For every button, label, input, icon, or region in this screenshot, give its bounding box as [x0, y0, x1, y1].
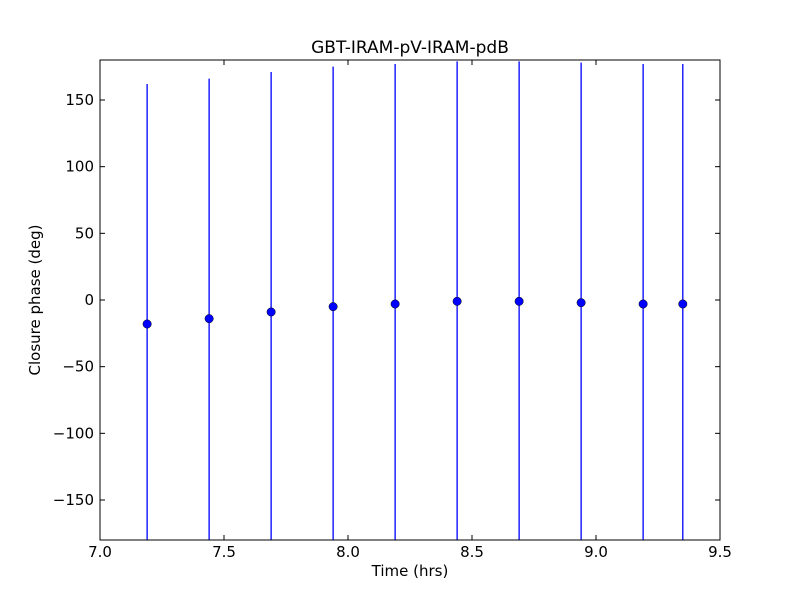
chart-title: GBT-IRAM-pV-IRAM-pdB — [311, 38, 509, 58]
x-tick-label: 9.5 — [708, 543, 732, 561]
x-tick-label: 7.5 — [212, 543, 236, 561]
x-axis-ticks: 7.0 7.5 8.0 8.5 9.0 9.5 — [88, 60, 732, 561]
y-tick-label: 100 — [65, 158, 94, 176]
y-axis-label: Closure phase (deg) — [26, 225, 44, 376]
y-tick-label: 0 — [84, 291, 94, 309]
data-point — [514, 296, 524, 306]
data-point — [452, 296, 462, 306]
data-point — [142, 319, 152, 329]
x-tick-label: 9.0 — [584, 543, 608, 561]
data-points-group — [142, 296, 688, 329]
y-tick-label: −100 — [53, 424, 94, 442]
y-tick-label: −150 — [53, 491, 94, 509]
x-tick-label: 8.5 — [460, 543, 484, 561]
data-point — [678, 299, 688, 309]
data-point — [390, 299, 400, 309]
data-point — [638, 299, 648, 309]
y-tick-label: 50 — [75, 224, 94, 242]
y-tick-label: 150 — [65, 91, 94, 109]
plot-area — [100, 60, 720, 540]
x-tick-label: 8.0 — [336, 543, 360, 561]
data-point — [204, 314, 214, 324]
data-point — [266, 307, 276, 317]
data-point — [576, 298, 586, 308]
x-tick-label: 7.0 — [88, 543, 112, 561]
x-axis-label: Time (hrs) — [371, 562, 449, 580]
y-axis-ticks: 150 100 50 0 −50 −100 −150 — [53, 91, 720, 509]
data-point — [328, 302, 338, 312]
y-tick-label: −50 — [62, 358, 94, 376]
